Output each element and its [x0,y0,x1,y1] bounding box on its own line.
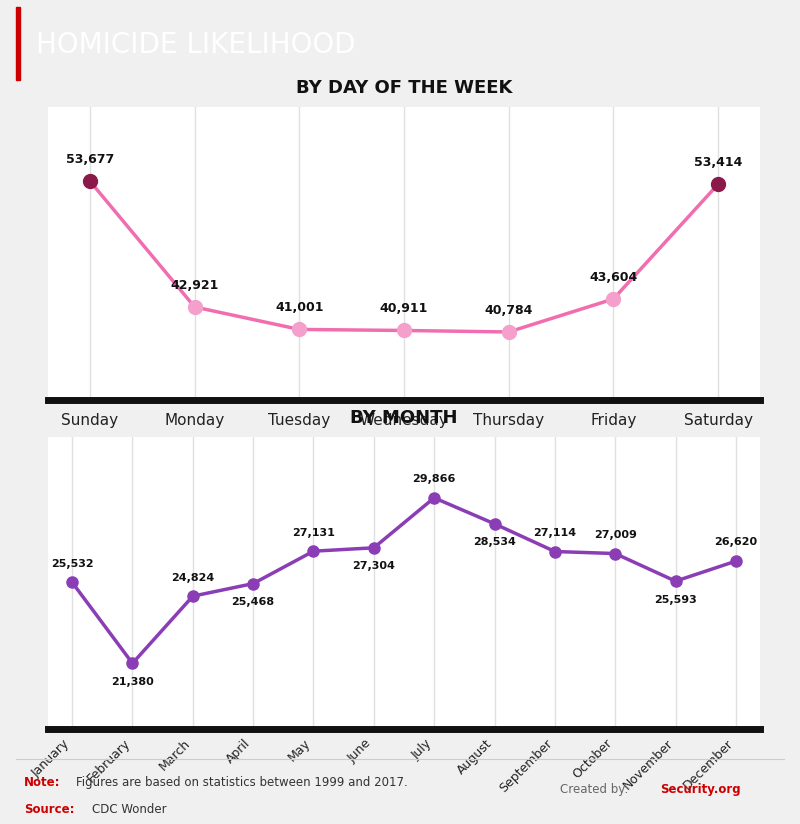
Text: 27,304: 27,304 [352,561,395,572]
Text: 25,468: 25,468 [231,597,274,607]
Title: BY DAY OF THE WEEK: BY DAY OF THE WEEK [296,79,512,97]
Text: 27,009: 27,009 [594,530,637,540]
Text: 41,001: 41,001 [275,302,323,314]
Text: 53,677: 53,677 [66,153,114,166]
Text: 25,532: 25,532 [51,559,94,569]
Text: CDC Wonder: CDC Wonder [92,803,166,817]
Text: HOMICIDE LIKELIHOOD: HOMICIDE LIKELIHOOD [36,31,355,59]
Text: 53,414: 53,414 [694,156,742,169]
Text: 27,114: 27,114 [534,528,577,538]
Text: 43,604: 43,604 [590,271,638,283]
Text: 24,824: 24,824 [171,573,214,583]
Text: 26,620: 26,620 [714,537,758,547]
Text: Created by:: Created by: [560,783,632,796]
Text: Security.org: Security.org [660,783,741,796]
Text: 21,380: 21,380 [111,677,154,687]
Text: Source:: Source: [24,803,74,817]
Text: Note:: Note: [24,776,61,789]
Bar [16,7,20,80]
Title: BY MONTH: BY MONTH [350,409,458,427]
Text: 40,911: 40,911 [380,302,428,316]
Text: 42,921: 42,921 [170,279,218,292]
Text: 29,866: 29,866 [413,474,456,485]
Text: 40,784: 40,784 [485,304,533,316]
Text: 28,534: 28,534 [473,537,516,547]
Text: 25,593: 25,593 [654,595,697,605]
Text: Figures are based on statistics between 1999 and 2017.: Figures are based on statistics between … [76,776,408,789]
Text: 27,131: 27,131 [292,527,335,537]
